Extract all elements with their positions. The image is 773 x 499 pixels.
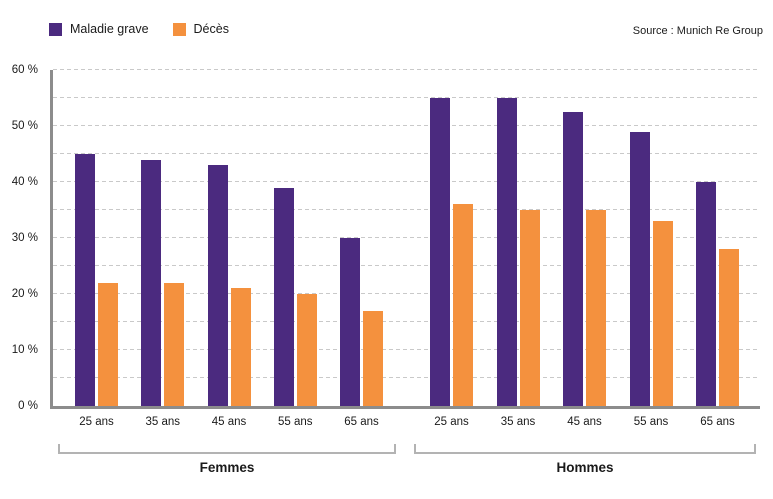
y-tick-label-40: 40 % xyxy=(11,176,38,188)
bar-pair-hommes-65-ans: 65 ans xyxy=(696,70,739,428)
bar-femmes-25-ans-maladie-grave xyxy=(75,154,95,406)
bar-hommes-45-ans-maladie-grave xyxy=(563,112,583,406)
bar-pair-femmes-65-ans: 65 ans xyxy=(340,70,383,428)
bar-femmes-35-ans-d-c-s xyxy=(164,282,185,406)
gridline-50 xyxy=(53,125,760,126)
bar-hommes-35-ans-maladie-grave xyxy=(496,98,517,406)
group-label-hommes: Hommes xyxy=(556,460,614,475)
x-axis-line xyxy=(50,406,760,409)
gridline-15 xyxy=(53,321,760,322)
bar-pair-hommes-55-ans: 55 ans xyxy=(629,70,673,428)
x-tick-label-femmes-25-ans: 25 ans xyxy=(79,416,114,428)
bar-femmes-35-ans-maladie-grave xyxy=(141,159,162,406)
bar-group-femmes: 25 ans 35 ans 45 ans 55 ans 65 ans xyxy=(75,70,383,428)
legend-label-deces: Décès xyxy=(193,22,229,36)
source-credit: Source : Munich Re Group xyxy=(632,25,763,37)
bar-hommes-55-ans-d-c-s xyxy=(652,221,673,406)
bar-pair-hommes-45-ans: 45 ans xyxy=(563,70,606,428)
bracket-femmes xyxy=(58,444,396,454)
bar-pair-femmes-25-ans: 25 ans xyxy=(75,70,118,428)
legend-swatch-maladie-grave xyxy=(49,22,62,36)
legend-swatch-deces xyxy=(172,22,186,36)
bar-femmes-45-ans-maladie-grave xyxy=(207,165,228,406)
y-tick-label-60: 60 % xyxy=(11,64,38,76)
y-axis-line xyxy=(50,70,53,409)
y-tick-label-10: 10 % xyxy=(11,344,38,356)
bar-femmes-55-ans-d-c-s xyxy=(296,294,317,406)
y-tick-label-30: 30 % xyxy=(11,232,38,244)
bar-femmes-25-ans-d-c-s xyxy=(98,282,118,406)
x-tick-label-hommes-45-ans: 45 ans xyxy=(567,416,602,428)
bar-femmes-65-ans-d-c-s xyxy=(363,310,383,406)
bar-hommes-25-ans-maladie-grave xyxy=(430,98,450,406)
bar-hommes-65-ans-maladie-grave xyxy=(696,182,716,406)
gridline-40 xyxy=(53,181,760,182)
group-label-femmes: Femmes xyxy=(199,460,255,475)
legend-item-maladie-grave: Maladie grave xyxy=(49,22,149,36)
y-tick-label-0: 0 % xyxy=(18,400,38,412)
gridline-25 xyxy=(53,265,760,266)
gridline-35 xyxy=(53,209,760,210)
x-tick-label-hommes-65-ans: 65 ans xyxy=(700,416,735,428)
x-tick-label-femmes-65-ans: 65 ans xyxy=(344,416,379,428)
bar-femmes-65-ans-maladie-grave xyxy=(340,238,360,406)
legend-item-deces: Décès xyxy=(172,22,229,36)
bar-hommes-45-ans-d-c-s xyxy=(586,210,606,406)
bar-hommes-55-ans-maladie-grave xyxy=(629,131,650,406)
bar-hommes-25-ans-d-c-s xyxy=(453,204,473,406)
x-tick-label-femmes-45-ans: 45 ans xyxy=(211,416,247,428)
x-tick-label-femmes-35-ans: 35 ans xyxy=(145,416,181,428)
bracket-hommes xyxy=(414,444,756,454)
bar-hommes-65-ans-d-c-s xyxy=(719,249,739,406)
y-tick-label-50: 50 % xyxy=(11,120,38,132)
bar-femmes-45-ans-d-c-s xyxy=(230,288,251,406)
plot-area: 25 ans 35 ans 45 ans 55 ans 65 ans 25 ans 35 … xyxy=(53,69,760,428)
bar-pair-femmes-35-ans: 35 ans xyxy=(141,70,185,428)
gridline-10 xyxy=(53,349,760,350)
bar-group-hommes: 25 ans 35 ans 45 ans 55 ans 65 ans xyxy=(430,70,739,428)
gridline-45 xyxy=(53,153,760,154)
bar-pair-femmes-55-ans: 55 ans xyxy=(273,70,317,428)
gridline-60 xyxy=(53,69,760,70)
gridline-5 xyxy=(53,377,760,378)
x-tick-label-hommes-35-ans: 35 ans xyxy=(500,416,536,428)
y-tick-label-20: 20 % xyxy=(11,288,38,300)
gridline-20 xyxy=(53,293,760,294)
legend: Maladie grave Décès xyxy=(49,22,229,36)
bar-pair-hommes-25-ans: 25 ans xyxy=(430,70,473,428)
legend-label-maladie-grave: Maladie grave xyxy=(70,22,149,36)
x-tick-label-femmes-55-ans: 55 ans xyxy=(277,416,313,428)
x-tick-label-hommes-25-ans: 25 ans xyxy=(434,416,469,428)
y-axis-labels: 0 % 10 % 20 % 30 % 40 % 50 % 60 % xyxy=(0,64,44,412)
bar-femmes-55-ans-maladie-grave xyxy=(273,187,294,406)
x-tick-label-hommes-55-ans: 55 ans xyxy=(633,416,669,428)
bar-hommes-35-ans-d-c-s xyxy=(519,210,540,406)
bar-pair-femmes-45-ans: 45 ans xyxy=(207,70,251,428)
gridline-30 xyxy=(53,237,760,238)
gridline-55 xyxy=(53,97,760,98)
bar-pair-hommes-35-ans: 35 ans xyxy=(496,70,540,428)
